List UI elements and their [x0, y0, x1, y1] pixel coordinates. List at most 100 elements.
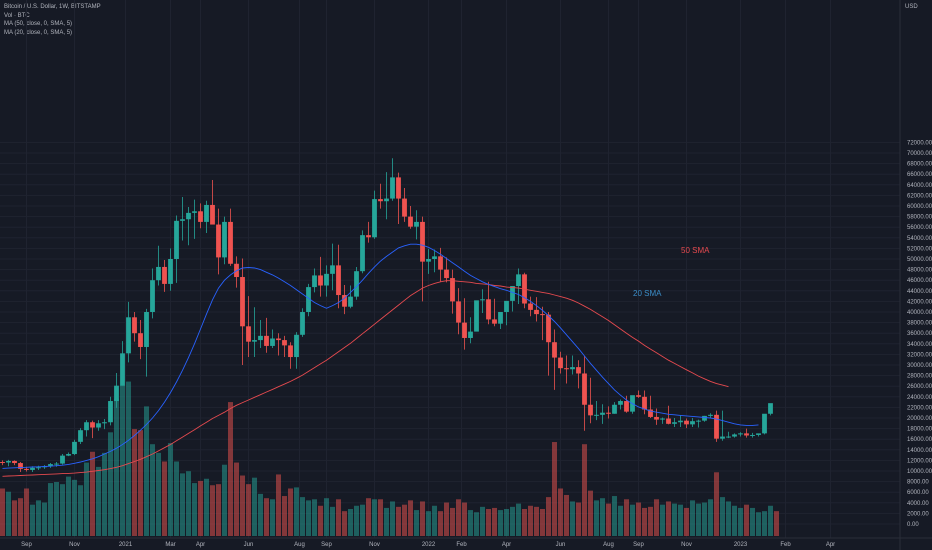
- y-tick-label: 10000.00: [907, 469, 932, 475]
- x-tick-label: Feb: [780, 542, 791, 548]
- volume-bar: [684, 507, 689, 536]
- candle-body: [120, 353, 125, 386]
- y-tick-label: 24000.00: [907, 395, 932, 401]
- x-tick-label: Aug: [294, 542, 305, 548]
- candle-body: [312, 275, 317, 288]
- candle-body: [6, 460, 11, 463]
- candle-body: [414, 221, 419, 227]
- volume-bar: [0, 488, 5, 536]
- candle-body: [768, 403, 773, 414]
- volume-bar: [276, 474, 281, 536]
- candle-body: [594, 414, 599, 416]
- volume-bar: [54, 482, 59, 536]
- volume-bar: [6, 491, 11, 536]
- volume-bar: [594, 500, 599, 536]
- candle-body: [726, 436, 731, 438]
- volume-bar: [120, 384, 125, 536]
- volume-bar: [138, 430, 143, 536]
- sma20-label: 20 SMA: [633, 289, 662, 298]
- volume-bar: [570, 501, 575, 536]
- candle-body: [90, 422, 95, 428]
- volume-bar: [720, 497, 725, 536]
- volume-bar: [180, 473, 185, 536]
- volume-bar: [384, 507, 389, 536]
- y-tick-label: 58000.00: [907, 215, 932, 221]
- volume-bar: [636, 502, 641, 536]
- volume-bar: [678, 504, 683, 536]
- volume-bar: [144, 406, 149, 536]
- candle-body: [558, 357, 563, 369]
- volume-bar: [546, 497, 551, 536]
- candle-body: [240, 277, 245, 327]
- candle-body: [384, 198, 389, 202]
- sma50-label: 50 SMA: [681, 246, 710, 255]
- volume-bar: [228, 402, 233, 536]
- ma20-legend[interactable]: MA (20, close, 0, SMA, 5): [4, 29, 73, 36]
- volume-bar: [726, 501, 731, 536]
- volume-bar: [354, 505, 359, 536]
- candle-body: [546, 314, 551, 343]
- volume-bar: [552, 442, 557, 536]
- volume-bar: [198, 480, 203, 536]
- time-axis: Sep Nov 2021 Mar Apr Jun Aug Sep Nov 2022 Feb Apr Ju…: [0, 537, 932, 548]
- volume-bar: [234, 462, 239, 536]
- volume-bar: [708, 499, 713, 536]
- candle-body: [168, 259, 173, 284]
- candle-body: [498, 312, 503, 324]
- ma50-legend[interactable]: MA (50, close, 0, SMA, 5): [4, 21, 73, 28]
- volume-bar: [672, 503, 677, 536]
- volume-bar: [108, 432, 113, 536]
- volume-bar: [588, 490, 593, 536]
- candle-body: [72, 441, 77, 455]
- y-tick-label: 0.00: [907, 522, 919, 528]
- volume-bar: [186, 471, 191, 536]
- volume-bar: [168, 443, 173, 536]
- candle-body: [132, 317, 137, 334]
- volume-bar: [582, 444, 587, 536]
- volume-bar: [426, 511, 431, 536]
- volume-bar: [624, 499, 629, 536]
- candle-body: [474, 300, 479, 332]
- volume-bar: [564, 494, 569, 536]
- candle-body: [360, 235, 365, 272]
- candle-body: [762, 413, 767, 434]
- candle-body: [480, 299, 485, 301]
- candle-body: [150, 280, 155, 312]
- volume-bar: [732, 505, 737, 536]
- volume-bar: [156, 452, 161, 536]
- x-tick-label: Feb: [456, 542, 467, 548]
- candle-body: [396, 177, 401, 199]
- x-tick-label: Nov: [69, 542, 80, 548]
- candle-body: [204, 204, 209, 222]
- candle-body: [210, 204, 215, 225]
- volume-bar: [528, 505, 533, 536]
- candle-body: [642, 396, 647, 410]
- candle-body: [468, 331, 473, 338]
- volume-bar: [210, 485, 215, 536]
- y-tick-label: 20000.00: [907, 416, 932, 422]
- y-tick-label: 26000.00: [907, 384, 932, 390]
- volume-bar: [390, 501, 395, 536]
- volume-bar: [480, 506, 485, 536]
- y-tick-label: 48000.00: [907, 268, 932, 274]
- candle-body: [462, 322, 467, 338]
- volume-bar: [648, 506, 653, 536]
- candle-body: [102, 422, 107, 424]
- symbol-title[interactable]: Bitcoin / U.S. Dollar, 1W, BITSTAMP: [4, 4, 101, 10]
- volume-bar: [306, 500, 311, 536]
- volume-bar: [30, 504, 35, 536]
- candle-body: [426, 259, 431, 262]
- candle-body: [378, 199, 383, 202]
- candle-body: [246, 326, 251, 342]
- candle-body: [78, 430, 83, 442]
- y-tick-label: 50000.00: [907, 257, 932, 263]
- candle-body: [372, 199, 377, 238]
- volume-bar: [252, 477, 257, 536]
- candle-body: [288, 345, 293, 358]
- candle-body: [672, 422, 677, 424]
- y-tick-label: 4000.00: [907, 501, 929, 507]
- candle-body: [654, 416, 659, 420]
- y-tick-label: 28000.00: [907, 374, 932, 380]
- volume-legend[interactable]: Vol · BTC: [4, 12, 30, 19]
